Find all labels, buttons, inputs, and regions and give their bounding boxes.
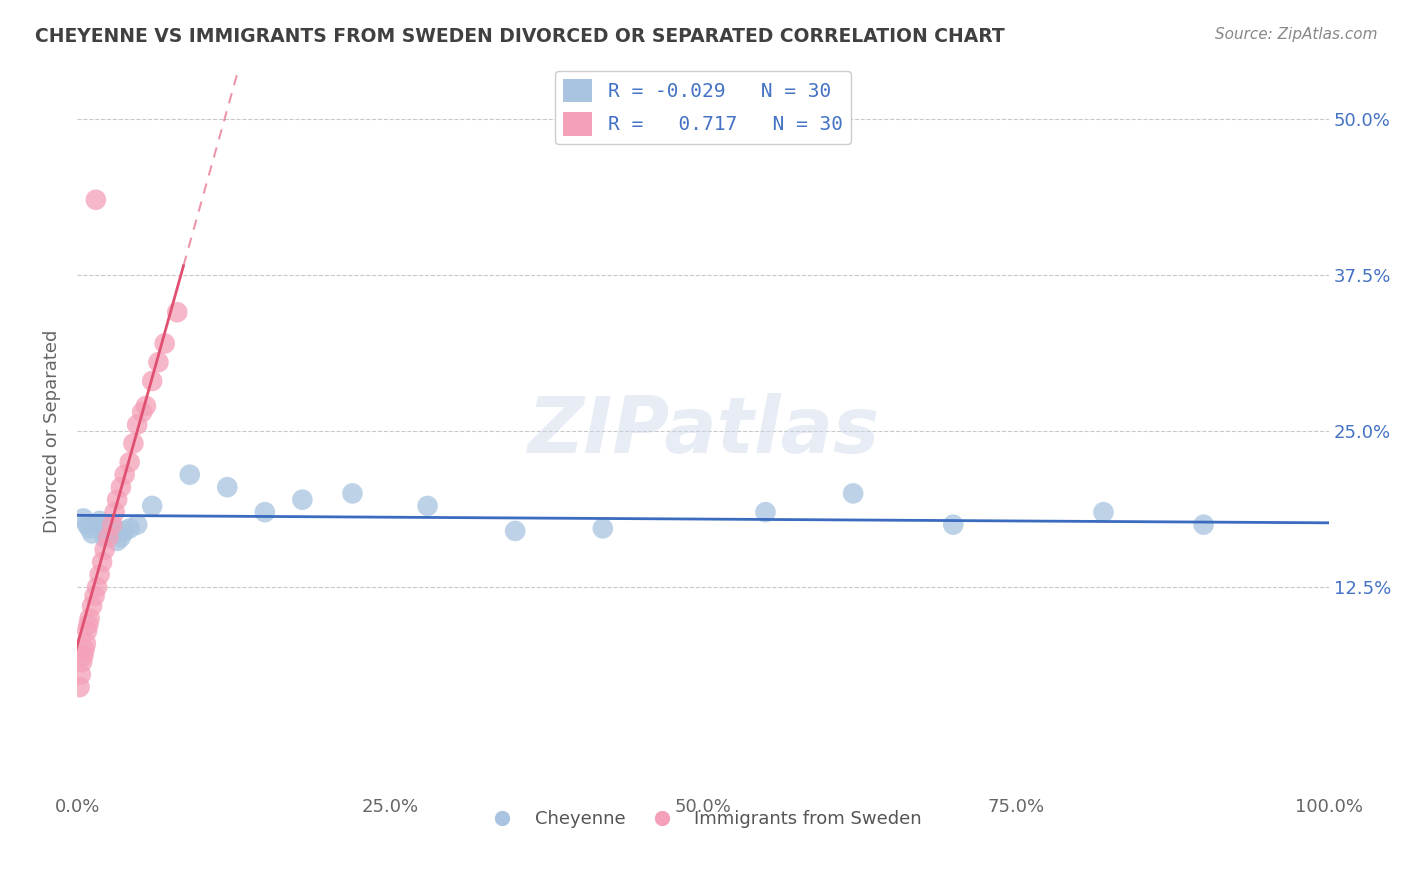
Point <box>105 492 128 507</box>
Point <box>114 524 136 538</box>
Point <box>942 517 965 532</box>
Point <box>592 521 614 535</box>
Point <box>118 455 141 469</box>
Point <box>82 526 104 541</box>
Point <box>84 193 107 207</box>
Point <box>93 530 115 544</box>
Point <box>1092 505 1115 519</box>
Point <box>89 514 111 528</box>
Point <box>77 617 100 632</box>
Point <box>79 611 101 625</box>
Point <box>141 374 163 388</box>
Point <box>754 505 776 519</box>
Point <box>101 517 124 532</box>
Point <box>91 555 114 569</box>
Point <box>104 526 127 541</box>
Text: ZIPatlas: ZIPatlas <box>527 393 879 469</box>
Legend: Cheyenne, Immigrants from Sweden: Cheyenne, Immigrants from Sweden <box>477 803 929 835</box>
Point <box>72 648 94 663</box>
Point <box>75 636 97 650</box>
Point <box>101 517 124 532</box>
Point <box>342 486 364 500</box>
Point <box>122 436 145 450</box>
Point <box>110 530 132 544</box>
Text: Source: ZipAtlas.com: Source: ZipAtlas.com <box>1215 27 1378 42</box>
Point <box>70 667 93 681</box>
Point <box>70 655 93 669</box>
Point <box>127 417 149 432</box>
Point <box>97 530 120 544</box>
Point <box>1192 517 1215 532</box>
Point <box>217 480 239 494</box>
Point <box>135 399 157 413</box>
Y-axis label: Divorced or Separated: Divorced or Separated <box>44 329 60 533</box>
Point <box>503 524 526 538</box>
Point <box>153 336 176 351</box>
Point <box>105 533 128 548</box>
Point <box>79 521 101 535</box>
Point <box>89 567 111 582</box>
Point <box>69 680 91 694</box>
Point <box>842 486 865 500</box>
Text: CHEYENNE VS IMMIGRANTS FROM SWEDEN DIVORCED OR SEPARATED CORRELATION CHART: CHEYENNE VS IMMIGRANTS FROM SWEDEN DIVOR… <box>35 27 1005 45</box>
Point <box>114 467 136 482</box>
Point <box>93 542 115 557</box>
Point <box>73 642 96 657</box>
Point <box>253 505 276 519</box>
Point <box>179 467 201 482</box>
Point <box>86 580 108 594</box>
Point <box>110 480 132 494</box>
Point <box>76 517 98 532</box>
Point <box>148 355 170 369</box>
Point <box>291 492 314 507</box>
Point <box>131 405 153 419</box>
Point <box>127 517 149 532</box>
Point <box>76 624 98 638</box>
Point <box>84 517 107 532</box>
Point <box>104 505 127 519</box>
Point <box>141 499 163 513</box>
Point <box>91 521 114 535</box>
Point <box>166 305 188 319</box>
Point <box>118 521 141 535</box>
Point <box>72 511 94 525</box>
Point <box>416 499 439 513</box>
Point <box>82 599 104 613</box>
Point <box>83 589 105 603</box>
Point <box>97 524 120 538</box>
